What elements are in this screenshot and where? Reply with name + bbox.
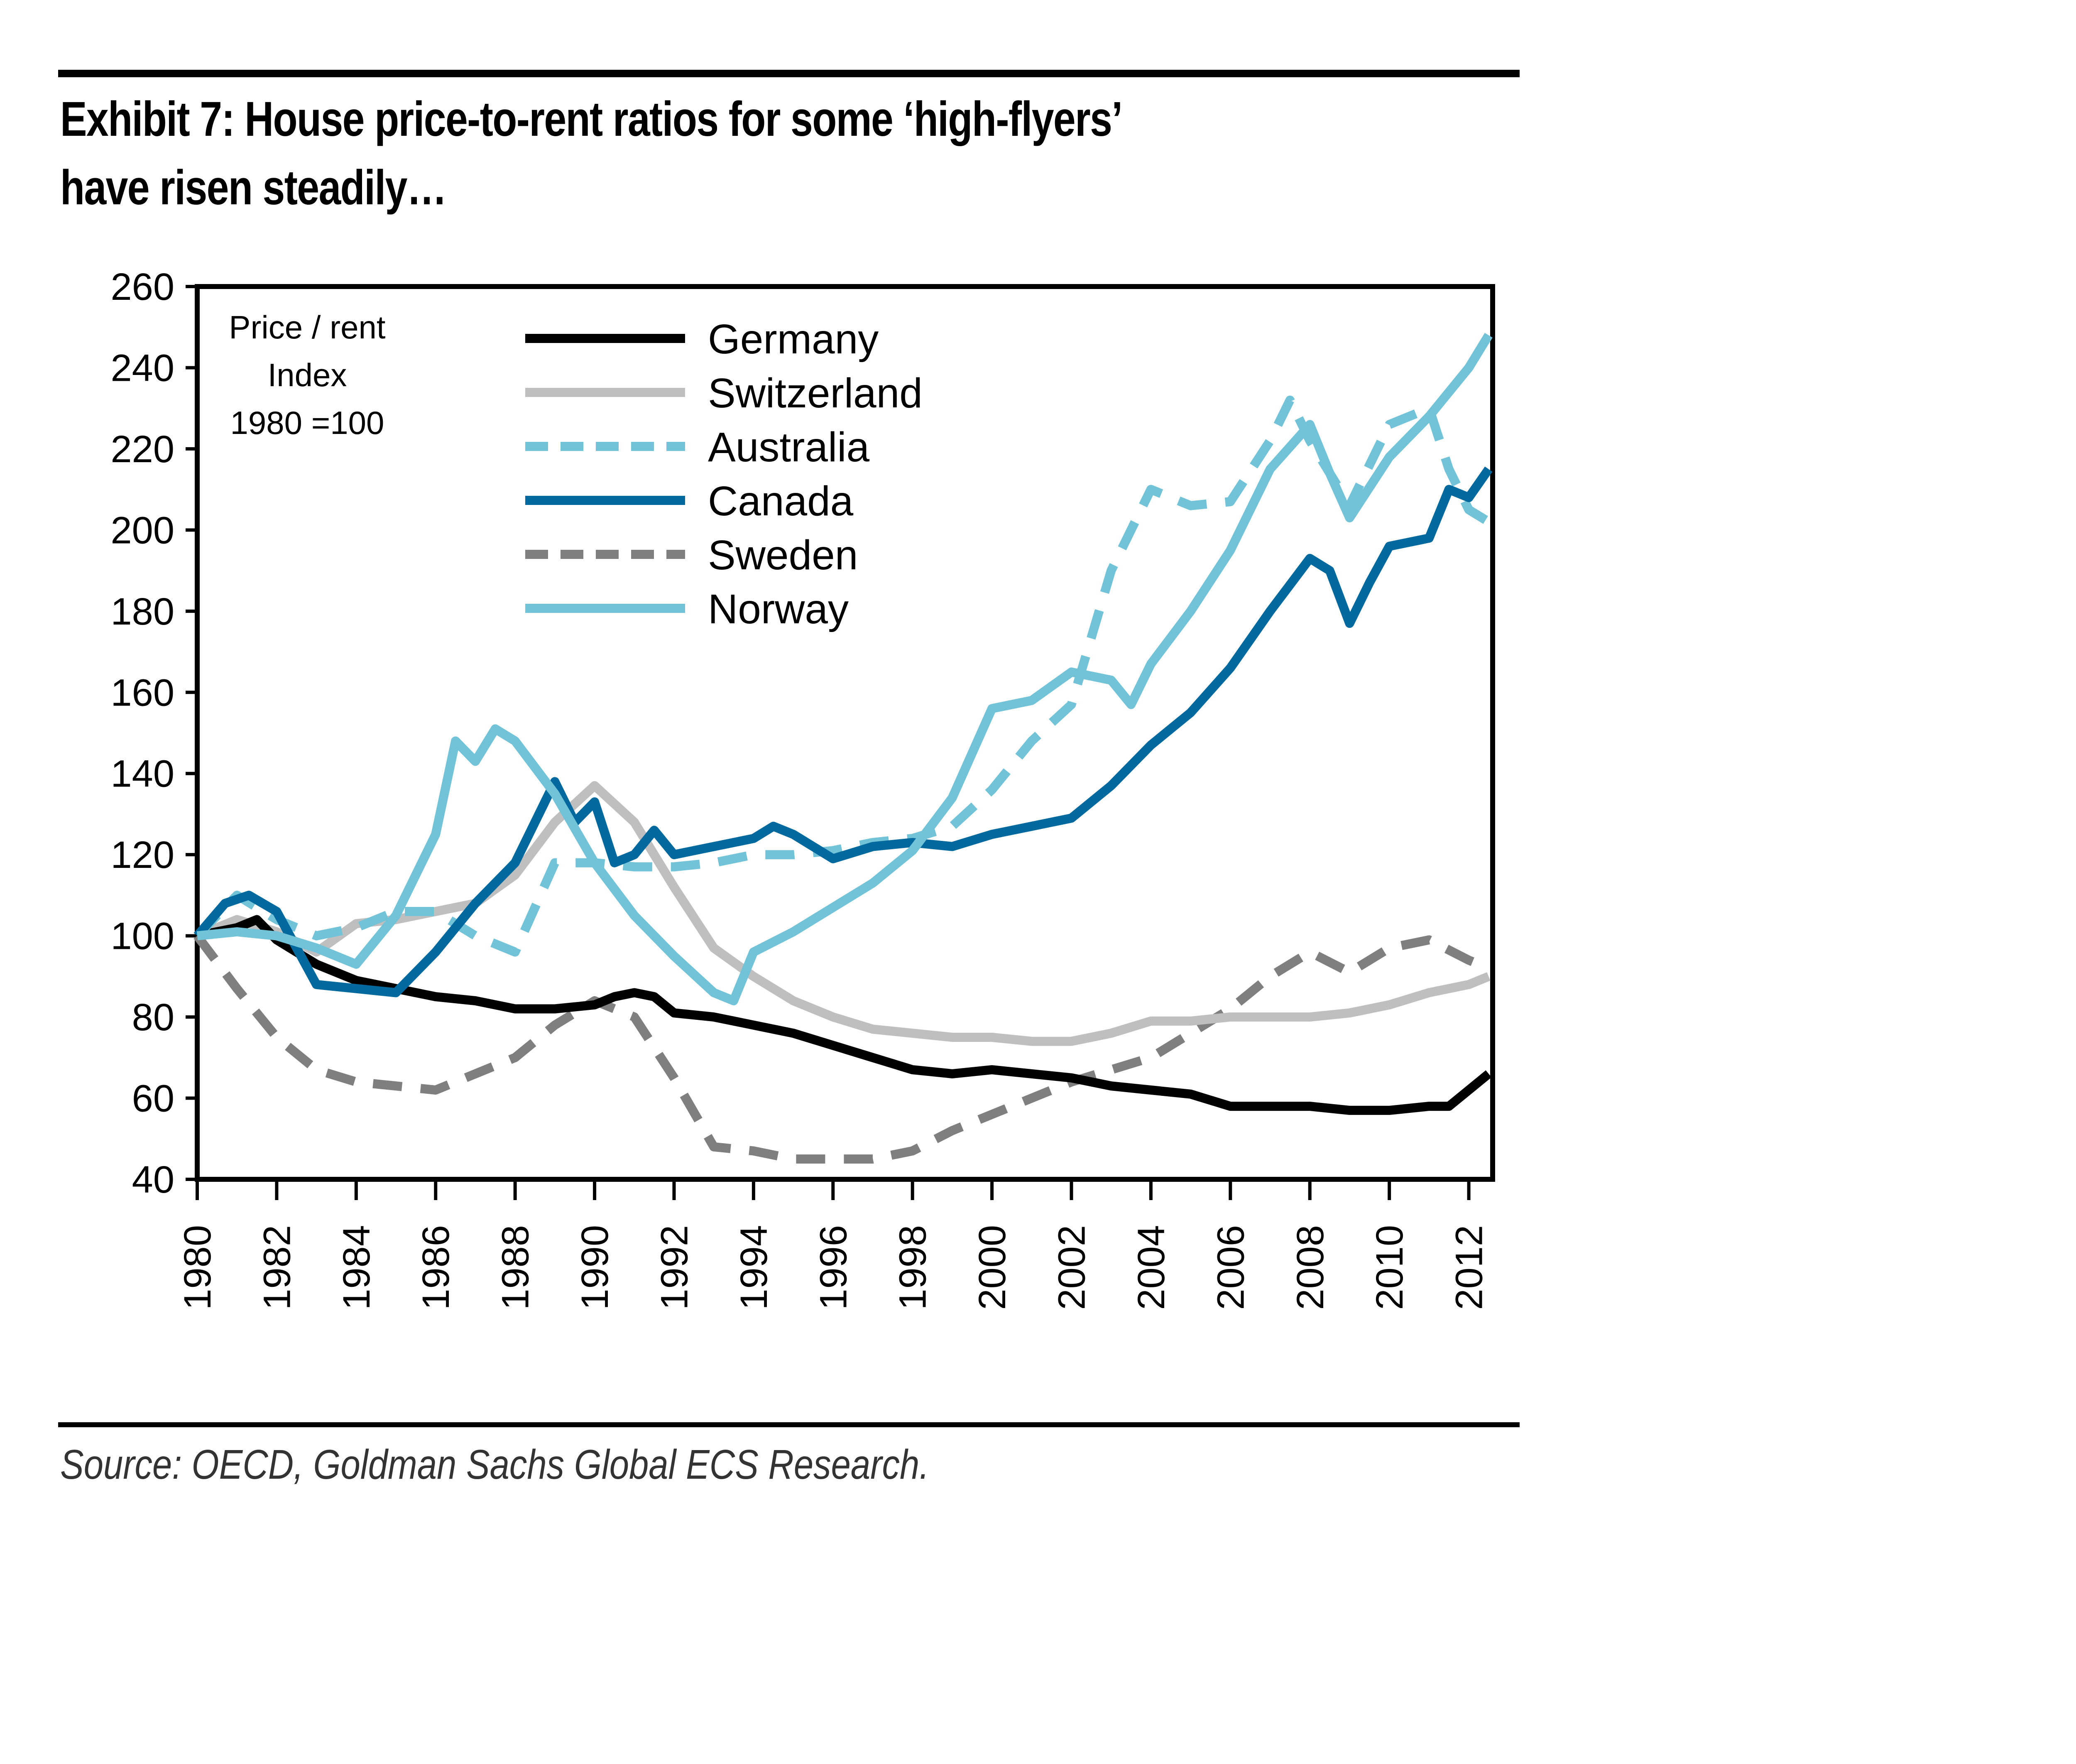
legend-label: Australia <box>708 424 869 470</box>
y-tick-label: 200 <box>111 509 175 551</box>
x-tick-label: 1992 <box>653 1225 695 1310</box>
legend-item-switzerland: Switzerland <box>525 370 923 416</box>
index-annotation: Price / rent Index 1980 =100 <box>229 309 385 441</box>
x-tick-label: 1986 <box>415 1225 457 1310</box>
x-tick-label: 1980 <box>176 1225 219 1310</box>
legend-label: Canada <box>708 478 854 524</box>
y-tick-label: 240 <box>111 347 175 389</box>
annotation-line: 1980 =100 <box>230 404 384 441</box>
y-tick-label: 80 <box>132 996 174 1039</box>
legend-label: Norway <box>708 586 849 632</box>
y-tick-label: 220 <box>111 428 175 470</box>
legend-item-norway: Norway <box>525 586 849 632</box>
y-tick-label: 260 <box>111 266 175 308</box>
x-tick-label: 1990 <box>574 1225 616 1310</box>
y-tick-label: 140 <box>111 753 175 795</box>
legend-label: Germany <box>708 316 879 363</box>
y-tick-label: 60 <box>132 1078 174 1120</box>
series-line-australia <box>194 395 1491 957</box>
top-rule <box>58 70 1520 77</box>
legend-item-sweden: Sweden <box>525 532 858 578</box>
x-tick-label: 1988 <box>495 1225 537 1310</box>
x-tick-label: 2002 <box>1051 1225 1093 1310</box>
series-line-norway <box>196 333 1493 1005</box>
legend-label: Switzerland <box>708 370 923 416</box>
y-tick-label: 100 <box>111 915 175 958</box>
y-tick-label: 160 <box>111 671 175 714</box>
chart-title-line-1: Exhibit 7: House price-to-rent ratios fo… <box>60 92 1123 147</box>
x-tick-label: 2006 <box>1209 1225 1252 1310</box>
x-tick-label: 1982 <box>256 1225 298 1310</box>
legend-item-australia: Australia <box>525 424 869 470</box>
y-tick-label: 40 <box>132 1159 174 1201</box>
chart-title-line-2: have risen steadily… <box>60 160 447 215</box>
legend: Germany Switzerland Australia Canada Sweden N… <box>525 316 923 632</box>
series-line-canada <box>193 466 1493 997</box>
source-note: Source: OECD, Goldman Sachs Global ECS R… <box>60 1441 929 1488</box>
annotation-line: Index <box>268 357 347 393</box>
chart-title: Exhibit 7: House price-to-rent ratios fo… <box>60 85 1286 222</box>
annotation-line: Price / rent <box>229 309 385 345</box>
x-tick-label: 1998 <box>892 1225 934 1310</box>
plot-frame <box>195 284 1495 1182</box>
axes: 40 60 80 100 120 140 160 180 200 220 240 260 1980 198… <box>111 266 1491 1310</box>
x-tick-label: 1994 <box>733 1225 775 1310</box>
plot-border <box>195 284 1495 1182</box>
y-tick-label: 120 <box>111 834 175 876</box>
series-line-switzerland <box>195 781 1491 1046</box>
x-tick-label: 1984 <box>335 1225 378 1310</box>
series-layer <box>193 333 1493 1164</box>
x-tick-label: 2010 <box>1368 1225 1411 1310</box>
x-tick-label: 1996 <box>812 1225 854 1310</box>
series-line-sweden <box>193 933 1491 1164</box>
x-tick-label: 2008 <box>1289 1225 1332 1310</box>
x-tick-label: 2004 <box>1130 1225 1173 1310</box>
legend-label: Sweden <box>708 532 858 578</box>
x-tick-label: 2000 <box>971 1225 1014 1310</box>
legend-item-germany: Germany <box>525 316 879 363</box>
legend-item-canada: Canada <box>525 478 854 524</box>
bottom-rule <box>58 1422 1520 1427</box>
x-tick-label: 2012 <box>1448 1225 1491 1310</box>
y-tick-label: 180 <box>111 590 175 633</box>
